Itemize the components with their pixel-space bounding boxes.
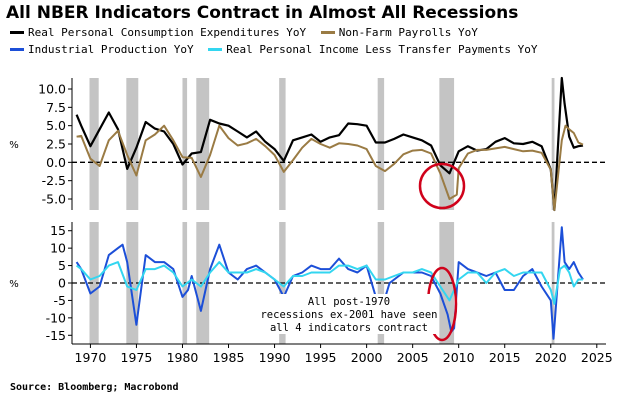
y-tick-label: 10 xyxy=(50,241,66,256)
series-line-0 xyxy=(75,76,584,212)
x-tick-label: 1970 xyxy=(75,350,107,365)
highlight-ellipse-top xyxy=(418,162,466,210)
series-line-1 xyxy=(76,124,584,211)
x-tick-label: 2015 xyxy=(489,350,521,365)
x-tick-label: 1980 xyxy=(167,350,199,365)
legend-swatch-industrial xyxy=(10,48,24,51)
legend-label-payrolls: Non-Farm Payrolls YoY xyxy=(338,26,478,39)
series-line-3 xyxy=(75,261,583,305)
y-tick-label: 10.0 xyxy=(38,82,66,97)
legend-item-income: Real Personal Income Less Transfer Payme… xyxy=(208,43,537,56)
zero-lines xyxy=(72,161,606,284)
legend-swatch-consumption xyxy=(10,31,24,34)
legend-item-consumption: Real Personal Consumption Expenditures Y… xyxy=(10,26,306,39)
x-tick-label: 2005 xyxy=(397,350,429,365)
legend-row-2: Industrial Production YoY Real Personal … xyxy=(10,41,545,56)
y-tick-label: 5 xyxy=(58,258,66,273)
legend-row-1: Real Personal Consumption Expenditures Y… xyxy=(10,24,486,39)
y-tick-label: 2.5 xyxy=(46,137,66,152)
y-tick-label: -5.0 xyxy=(42,192,66,207)
y-tick-label: -10 xyxy=(46,310,66,325)
recession-band xyxy=(89,222,99,344)
recession-band xyxy=(182,78,188,210)
legend-label-income: Real Personal Income Less Transfer Payme… xyxy=(226,43,538,56)
y-axis-label: % xyxy=(9,140,19,151)
recession-band xyxy=(279,78,286,210)
x-tick-label: 2020 xyxy=(535,350,567,365)
legend-label-industrial: Industrial Production YoY xyxy=(28,43,194,56)
annotation-line-1: All post-1970 xyxy=(308,296,390,308)
annotation-line-2: recessions ex-2001 have seen xyxy=(260,309,437,321)
series-line-2 xyxy=(75,226,584,340)
x-tick-label: 2000 xyxy=(351,350,383,365)
x-tick-label: 1990 xyxy=(259,350,291,365)
recession-band xyxy=(89,78,99,210)
y-tick-label: -2.5 xyxy=(42,173,66,188)
legend-item-industrial: Industrial Production YoY xyxy=(10,43,194,56)
recession-band xyxy=(439,222,455,344)
legend-swatch-payrolls xyxy=(320,31,335,34)
y-tick-label: 0 xyxy=(58,276,66,291)
x-tick-label: 1975 xyxy=(121,350,153,365)
recession-band xyxy=(551,78,555,210)
annotations: All post-1970 recessions ex-2001 have se… xyxy=(260,162,466,342)
legend-item-payrolls: Non-Farm Payrolls YoY xyxy=(320,26,478,39)
x-tick-label: 1985 xyxy=(213,350,245,365)
x-tick-label: 2010 xyxy=(443,350,475,365)
x-tick-label: 2025 xyxy=(581,350,613,365)
recession-band xyxy=(439,78,455,210)
recession-band xyxy=(126,78,139,210)
y-tick-label: 5.0 xyxy=(46,118,66,133)
y-tick-label: -5 xyxy=(54,293,66,308)
legend-label-consumption: Real Personal Consumption Expenditures Y… xyxy=(28,26,307,39)
y-tick-label: 7.5 xyxy=(46,100,66,115)
source-note: Source: Bloomberg; Macrobond xyxy=(10,382,179,393)
x-tick-label: 1995 xyxy=(305,350,337,365)
annotation-background xyxy=(262,294,436,334)
recession-band xyxy=(377,78,385,210)
y-tick-label: 0.0 xyxy=(46,155,66,170)
chart-title: All NBER Indicators Contract in Almost A… xyxy=(6,3,519,23)
y-tick-label: -15 xyxy=(46,328,66,343)
axes: 10.0 7.5 5.0 2.5 0.0 -2.5 -5.0% 15 10 5 0 -5 -10 -15%… xyxy=(9,78,613,365)
y-tick-label: 15 xyxy=(50,223,66,238)
y-axis-label: % xyxy=(9,279,19,290)
series-lines xyxy=(75,76,584,340)
legend-swatch-income xyxy=(208,48,223,51)
annotation-line-3: all 4 indicators contract xyxy=(270,322,428,334)
